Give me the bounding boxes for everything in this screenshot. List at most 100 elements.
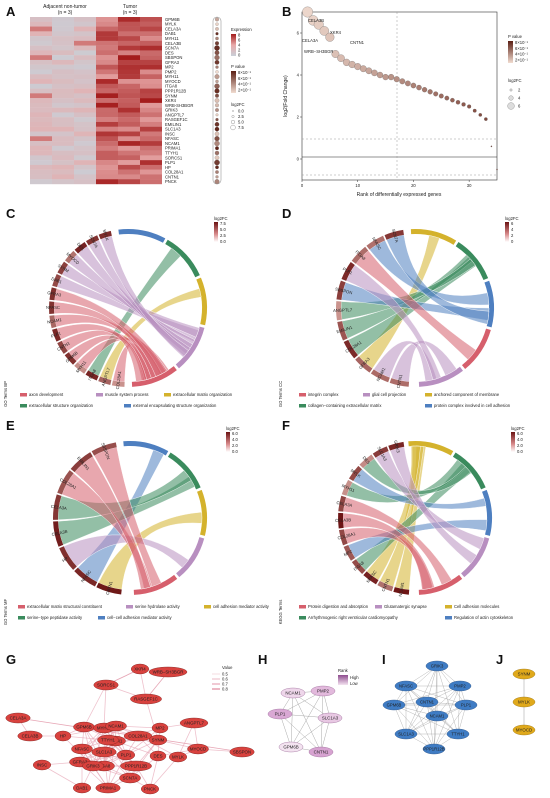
value-legend-tick: 0.5	[222, 672, 228, 677]
network-node	[149, 750, 167, 762]
network-node	[448, 680, 472, 692]
heatmap-gene-label: DES	[165, 50, 174, 55]
heatmap-gene-labels: GPM6BMYLKCELA3ADAB1MYH11CELA3BSCN7ADESSB…	[165, 17, 193, 184]
x-tick-label: 20	[411, 183, 416, 188]
term-arc	[484, 280, 494, 328]
heatmap-dot	[215, 103, 219, 108]
heatmap-dot	[215, 27, 219, 31]
scale-tick: 2	[511, 233, 514, 238]
network-node-label: MYOCD	[190, 747, 206, 752]
network-node	[120, 760, 152, 772]
pvalue-legend-title: P value	[508, 34, 523, 39]
legend-label: serine hydrolase activity	[135, 604, 181, 609]
legend-swatch	[18, 616, 25, 620]
gene-label: SCN7A	[391, 228, 400, 243]
chord-panel-go-cc: CNTN1NCAM1GFRA3COL28A1EMILIN1ANGPTL7SBSP…	[278, 216, 519, 408]
network-edge	[290, 717, 331, 748]
heatmap-cell	[30, 131, 52, 137]
heatmap-cell	[74, 121, 96, 127]
scale-tick: 6	[511, 221, 514, 226]
scatter-point	[438, 93, 444, 99]
gene-arc	[337, 321, 348, 341]
heatmap-gene-label: SORCS1	[165, 155, 183, 160]
network-node-label: SLC1A3	[398, 732, 414, 737]
network-node-label: NCAM1	[108, 724, 124, 729]
gene-arc	[341, 479, 353, 496]
heatmap-gene-label: CELA3B	[165, 41, 181, 46]
scatter-point	[433, 91, 439, 97]
heatmap-cell	[118, 155, 140, 161]
heatmap-cell	[74, 102, 96, 108]
chord-side-title: KEGG Terms	[278, 600, 283, 625]
heatmap-cell	[52, 45, 74, 51]
legend-swatch	[425, 393, 432, 397]
gene-label: MYLK	[350, 468, 362, 479]
scale-tick: 0	[511, 239, 514, 244]
heatmap-cell	[74, 50, 96, 56]
heatmap-cell	[30, 36, 52, 42]
heatmap-dot	[215, 170, 219, 174]
heatmap-cell	[30, 59, 52, 65]
network-node	[130, 663, 149, 675]
network-node	[54, 730, 72, 742]
size-legend-circle	[509, 88, 513, 92]
heatmap-cell	[74, 150, 96, 156]
rank-colorbar	[338, 675, 348, 685]
network-edge	[107, 754, 127, 789]
heatmap-gene-label: SBSPON	[165, 55, 182, 60]
pvalue-tick: 2×10⁻¹	[238, 87, 252, 92]
heatmap-cell	[140, 21, 162, 27]
network-node-label: TTYH1	[451, 732, 465, 737]
heatmap-cell	[118, 145, 140, 151]
heatmap-dot	[215, 32, 219, 36]
scale-tick: 5.0	[220, 227, 226, 232]
heatmap-cell	[30, 45, 52, 51]
module-network-blue: GRIK3 NFASC PMP2 GPM6B CNTN1 PLP1 NCAM1 SLC1A3 T…	[382, 660, 478, 755]
heatmap-cell	[52, 102, 74, 108]
scatter-point	[496, 168, 498, 171]
gene-label: MP2	[343, 548, 354, 557]
rank-legend-title: Rank	[338, 668, 349, 673]
heatmap-cell	[118, 55, 140, 61]
chord-ribbons	[57, 446, 203, 590]
legend-label: integrin complex	[308, 392, 339, 397]
network-edge	[405, 685, 435, 750]
heatmap-dot	[214, 126, 220, 132]
heatmap-dots	[214, 17, 220, 185]
gene-arc	[74, 242, 88, 254]
heatmap-cell	[118, 26, 140, 32]
y-tick-label: 0	[297, 157, 300, 162]
gene-arc	[388, 441, 405, 451]
gene-label: CNTN1	[105, 580, 114, 595]
heatmap-cell	[118, 59, 140, 65]
network-node-label: GFRA3	[73, 760, 88, 765]
chord-side-title: GO Terms MF	[3, 598, 8, 625]
panel-label-e: E	[6, 418, 15, 433]
heatmap-cell	[140, 69, 162, 75]
term-arc	[482, 489, 492, 536]
size-legend-circle	[232, 110, 234, 112]
heatmap-cell	[74, 59, 96, 65]
heatmap-cell	[140, 83, 162, 89]
network-edge	[405, 685, 461, 735]
network-node-label: CNTN1	[420, 700, 435, 705]
gene-arc	[351, 559, 366, 574]
chord-ribbon	[389, 446, 477, 564]
legend-swatch	[18, 605, 25, 609]
network-node-label: INSC	[37, 763, 48, 768]
heatmap-cell	[74, 45, 96, 51]
network-node-label: NCAM1	[430, 714, 445, 719]
network-node	[446, 728, 470, 740]
heatmap-cell	[140, 55, 162, 61]
network-node-label: PPP1R12B	[423, 747, 444, 752]
heatmap-cell	[118, 102, 140, 108]
heatmap-cell	[30, 136, 52, 142]
gene-arc	[70, 452, 93, 473]
gene-arc	[372, 446, 389, 458]
heatmap-gene-label: PLP1	[165, 160, 176, 165]
legend-label: anchored component of membrane	[434, 392, 500, 397]
heatmap-cell	[52, 59, 74, 65]
heatmap-dot	[215, 17, 219, 22]
heatmap-cell	[96, 21, 118, 27]
heatmap-dot	[214, 74, 220, 80]
